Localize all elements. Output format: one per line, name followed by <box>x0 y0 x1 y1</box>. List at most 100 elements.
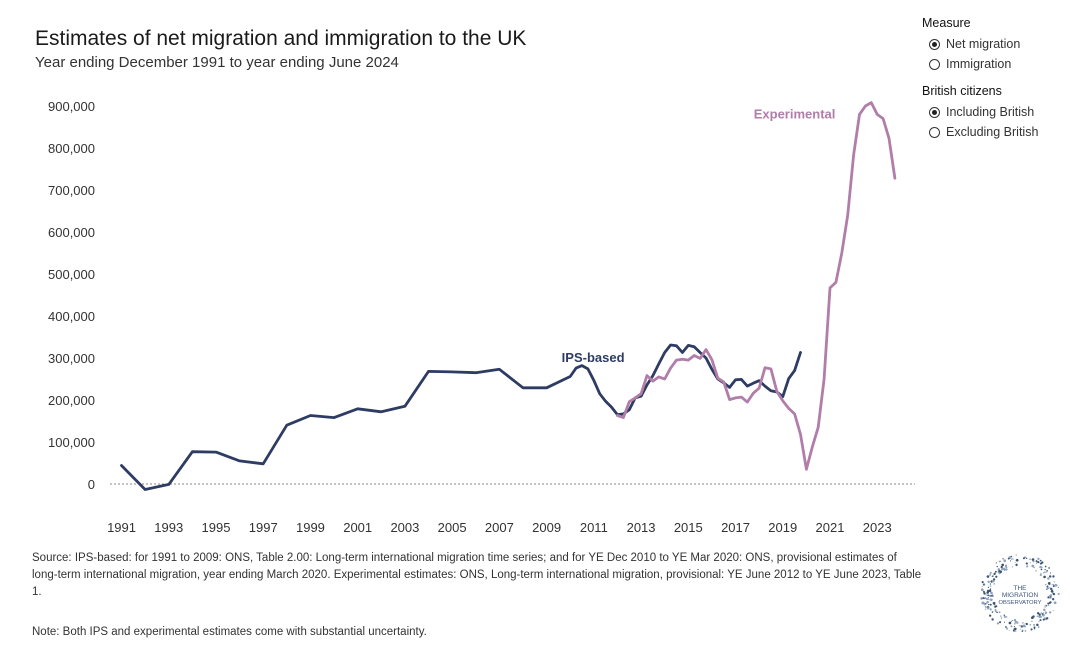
logo-dot <box>998 560 1001 563</box>
logo-dot <box>1037 626 1040 628</box>
logo-dot <box>1029 562 1031 564</box>
logo-dot <box>1036 615 1039 618</box>
logo-dot <box>986 575 990 578</box>
logo-dot <box>1039 559 1042 562</box>
logo-dot <box>1039 565 1042 569</box>
logo-dot <box>1039 619 1042 622</box>
x-tick-label: 2013 <box>627 520 656 535</box>
logo-dot <box>1008 629 1010 631</box>
logo-dot <box>990 608 992 611</box>
x-tick-label: 1991 <box>107 520 136 535</box>
radio-unselected-icon[interactable] <box>929 126 940 138</box>
british-option-label: Including British <box>946 105 1035 119</box>
logo-dot <box>1011 566 1013 568</box>
british-option-including[interactable]: Including British <box>922 102 1067 122</box>
logo-dot <box>1025 562 1028 565</box>
logo-dot <box>1035 570 1037 572</box>
logo-dot <box>1040 572 1042 575</box>
logo-dot <box>1044 569 1046 571</box>
logo-dot <box>1006 627 1009 630</box>
logo-dot <box>989 595 991 597</box>
logo-dot <box>1010 625 1013 628</box>
logo-dot <box>1032 560 1035 563</box>
logo-text-line3: OBSERVATORY <box>999 600 1042 606</box>
logo-dot <box>1047 596 1050 599</box>
logo-dot <box>1001 563 1004 567</box>
logo-dot <box>1052 585 1055 588</box>
logo-dot <box>988 604 990 606</box>
logo-dot <box>991 611 994 613</box>
measure-option-net-migration[interactable]: Net migration <box>922 34 1067 54</box>
logo-dot <box>1046 586 1049 590</box>
logo-dot <box>1025 622 1029 626</box>
logo-dot <box>1029 558 1031 560</box>
logo-text-line1: THE <box>1014 585 1028 592</box>
logo-dots-ring <box>980 554 1060 633</box>
migration-observatory-logo: THE MIGRATION OBSERVATORY <box>980 554 1060 633</box>
logo-dot <box>1035 560 1038 563</box>
x-tick-label: 2017 <box>721 520 750 535</box>
radio-selected-icon[interactable] <box>929 106 940 118</box>
british-citizens-filter: British citizens Including British Exclu… <box>922 84 1067 142</box>
logo-dot <box>981 601 985 604</box>
logo-dot <box>1033 627 1036 630</box>
y-tick-label: 500,000 <box>48 267 95 282</box>
logo-dot <box>1044 605 1046 607</box>
logo-dot <box>1047 577 1050 580</box>
logo-dot <box>1046 585 1049 588</box>
x-tick-label: 2021 <box>816 520 845 535</box>
y-tick-label: 700,000 <box>48 183 95 198</box>
logo-dot <box>1049 594 1053 597</box>
logo-dot <box>989 574 992 576</box>
logo-dot <box>1052 592 1056 596</box>
logo-dot <box>1052 609 1054 612</box>
logo-dot <box>993 583 996 585</box>
logo-dot <box>1046 569 1048 572</box>
british-option-excluding[interactable]: Excluding British <box>922 122 1067 142</box>
logo-dot <box>981 581 984 584</box>
logo-dot <box>1003 615 1006 618</box>
logo-dot <box>991 575 993 578</box>
logo-dot <box>1003 614 1005 616</box>
logo-dot <box>984 608 987 610</box>
logo-dot <box>1001 567 1004 571</box>
logo-dot <box>989 603 992 606</box>
y-tick-label: 100,000 <box>48 435 95 450</box>
x-tick-label: 2023 <box>863 520 892 535</box>
logo-dot <box>1005 626 1007 628</box>
logo-dot <box>1048 604 1050 606</box>
logo-dot <box>986 600 989 604</box>
logo-dot <box>994 610 997 613</box>
logo-dot <box>994 604 996 606</box>
logo-dot <box>1036 562 1038 564</box>
logo-dot <box>1045 617 1049 620</box>
y-tick-label: 0 <box>88 477 95 492</box>
logo-dot <box>1046 571 1048 573</box>
logo-dot <box>995 562 997 564</box>
logo-dot <box>995 575 998 578</box>
logo-dot <box>983 583 985 586</box>
logo-dot <box>992 601 996 605</box>
logo-dot <box>998 572 1000 574</box>
logo-dot <box>1049 587 1051 589</box>
logo-text-line2: MIGRATION <box>1002 592 1039 599</box>
logo-dot <box>1009 560 1012 562</box>
y-tick-label: 200,000 <box>48 393 95 408</box>
logo-dot <box>1057 592 1060 595</box>
logo-dot <box>1036 623 1039 627</box>
logo-dot <box>984 602 987 605</box>
british-option-label: Excluding British <box>946 125 1039 139</box>
y-tick-label: 400,000 <box>48 309 95 324</box>
logo-dot <box>994 570 997 573</box>
logo-dot <box>987 586 990 588</box>
series-labels: IPS-based Experimental <box>562 107 836 366</box>
logo-dot <box>1014 623 1016 625</box>
measure-option-label: Net migration <box>946 37 1021 51</box>
logo-dot <box>1015 558 1019 562</box>
radio-selected-icon[interactable] <box>929 38 940 50</box>
measure-option-immigration[interactable]: Immigration <box>922 54 1067 74</box>
logo-dot <box>1033 566 1035 569</box>
radio-unselected-icon[interactable] <box>929 58 940 70</box>
logo-dot <box>1033 626 1036 629</box>
logo-dot <box>1040 561 1044 564</box>
